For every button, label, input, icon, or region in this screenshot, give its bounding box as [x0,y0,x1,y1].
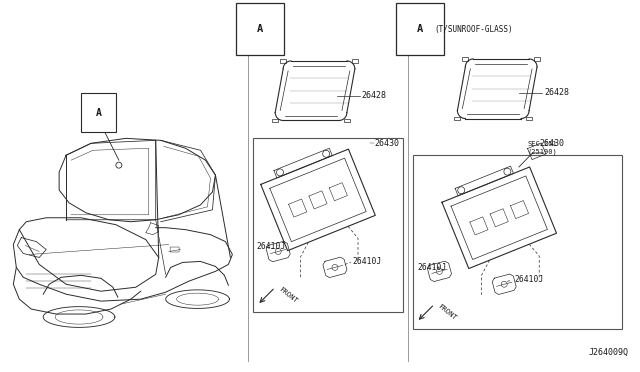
Bar [352,59,358,63]
Text: A: A [417,24,422,34]
Bar [534,57,540,61]
Text: 26430: 26430 [539,139,564,148]
Text: 26410J: 26410J [417,263,447,272]
Text: 26410J: 26410J [256,242,285,251]
Text: 26428: 26428 [544,88,569,97]
Bar [280,59,286,63]
Bar [344,119,350,122]
Bar [454,116,460,121]
Text: J264009Q: J264009Q [589,348,628,357]
Bar [413,155,621,329]
Text: SEC.251
(25190): SEC.251 (25190) [528,141,557,155]
Text: FRONT: FRONT [436,303,458,321]
Bar [462,57,468,61]
Text: 26410J: 26410J [353,257,382,266]
Text: FRONT: FRONT [277,286,298,304]
Text: 26428: 26428 [362,91,387,100]
Text: A: A [96,108,102,118]
Bar [253,138,403,312]
Bar [272,119,278,122]
Text: (T/SUNROOF-GLASS): (T/SUNROOF-GLASS) [435,25,513,34]
Bar [526,116,532,121]
Text: A: A [257,24,264,34]
Text: 26410J: 26410J [514,275,543,284]
Text: 26430: 26430 [375,139,400,148]
